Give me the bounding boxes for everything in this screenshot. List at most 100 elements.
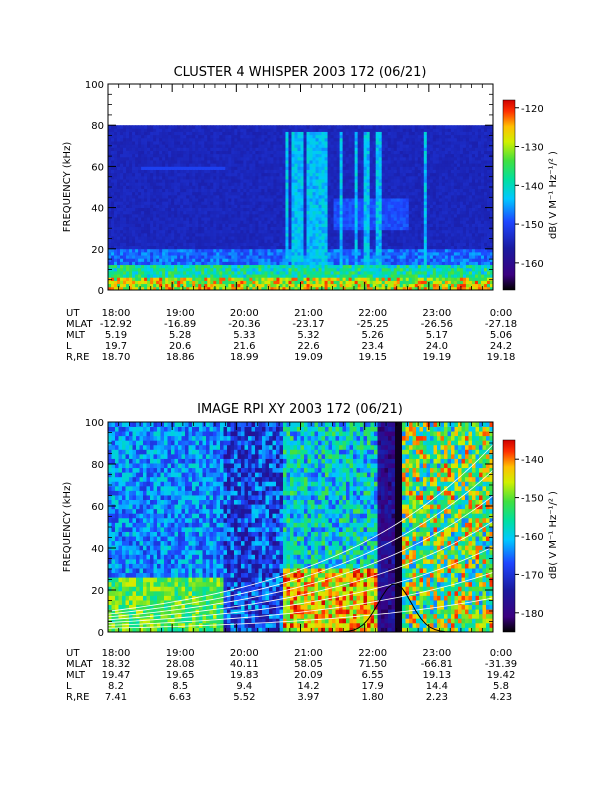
ephemeris-cell: -27.18 [485,319,517,330]
ephemeris-cell: 8.2 [108,681,124,692]
ephemeris-cell: 23:00 [422,308,451,319]
panel-image-rpi: IMAGE RPI XY 2003 172 (06/21) FREQUENCY … [62,402,559,703]
ephemeris-cell: 23.4 [362,341,384,352]
ephemeris-row-label: L [66,681,72,692]
ephemeris-cell: -66.81 [421,659,453,670]
ephemeris-cell: 19.7 [105,341,127,352]
ephemeris-cell: 1.80 [362,692,384,703]
panel-cluster: CLUSTER 4 WHISPER 2003 172 (06/21) FREQU… [62,65,559,363]
spectrogram [108,422,493,632]
ephemeris-cell: 19.13 [423,670,452,681]
colorbar-label: dB( V M⁻¹ Hz⁻¹/² ) [548,491,559,579]
ephemeris-cell: 3.97 [297,692,319,703]
y-tick-label: 40 [91,204,104,215]
ephemeris-cell: 5.33 [233,330,255,341]
colorbar-ticks: -140 -150 -160 -170 -180 [515,455,544,620]
ephemeris-cell: 19.15 [358,352,387,363]
ephemeris-cell: 0:00 [490,648,512,659]
axes: 0 20 40 60 80 100 [85,418,494,639]
ephemeris-row-label: UT [66,308,80,319]
colorbar-tick-label: -140 [521,181,544,192]
chart-title: IMAGE RPI XY 2003 172 (06/21) [197,402,403,417]
y-tick-label: 20 [91,245,104,256]
ephemeris-row-label: L [66,341,72,352]
chart-title: CLUSTER 4 WHISPER 2003 172 (06/21) [174,65,427,80]
colorbar-tick-label: -150 [521,494,544,505]
colorbar-tick-label: -130 [521,143,544,154]
ephemeris-cell: 22:00 [358,648,387,659]
ephemeris-row-label: R,RE [66,692,89,703]
ephemeris-cell: 5.17 [426,330,448,341]
ephemeris-cell: 58.05 [294,659,323,670]
ephemeris-cell: -23.17 [292,319,324,330]
ephemeris-cell: 5.8 [493,681,509,692]
colorbar-label: dB( V M⁻¹ Hz⁻¹/² ) [548,151,559,239]
ephemeris-cell: 22:00 [358,308,387,319]
colorbar-tick-label: -160 [521,532,544,543]
ephemeris-cell: 4.23 [490,692,512,703]
ephemeris-cell: 28.08 [166,659,195,670]
ephemeris-cell: 71.50 [358,659,387,670]
ephemeris-table: UT 18:00 19:00 20:00 21:00 22:00 23:00 0:00 MLAT… [66,308,517,363]
axes: 0 20 40 60 80 100 [85,80,494,297]
ephemeris-cell: 5.19 [105,330,127,341]
ephemeris-cell: 18.86 [166,352,195,363]
ephemeris-cell: 9.4 [236,681,252,692]
ephemeris-cell: -20.36 [228,319,260,330]
ephemeris-cell: 24.2 [490,341,512,352]
ephemeris-cell: 21:00 [294,648,323,659]
ephemeris-cell: 22.6 [297,341,319,352]
ephemeris-cell: 19.18 [487,352,516,363]
y-tick-label: 0 [98,286,104,297]
ephemeris-row-label: MLT [66,330,86,341]
ephemeris-row-label: MLAT [66,659,93,670]
ephemeris-cell: 2.23 [426,692,448,703]
ephemeris-cell: -25.25 [357,319,389,330]
ephemeris-cell: 14.4 [426,681,448,692]
ephemeris-cell: 21.6 [233,341,255,352]
ephemeris-cell: 40.11 [230,659,259,670]
y-tick-label: 40 [91,544,104,555]
ephemeris-row-label: UT [66,648,80,659]
y-axis-label: FREQUENCY (kHz) [62,482,73,573]
ephemeris-cell: -16.89 [164,319,196,330]
ephemeris-cell: 19.47 [102,670,131,681]
ephemeris-cell: 19.19 [423,352,452,363]
ephemeris-cell: 6.63 [169,692,191,703]
ephemeris-cell: 18:00 [102,308,131,319]
y-tick-label: 100 [85,80,104,91]
ephemeris-cell: 20.09 [294,670,323,681]
colorbar-ticks: -120 -130 -140 -150 -160 [515,104,544,270]
y-tick-label: 60 [91,162,104,173]
ephemeris-cell: 14.2 [297,681,319,692]
ephemeris-cell: 18:00 [102,648,131,659]
y-tick-label: 80 [91,460,104,471]
y-tick-label: 60 [91,502,104,513]
ephemeris-cell: 20:00 [230,308,259,319]
ephemeris-cell: 7.41 [105,692,127,703]
ephemeris-row-label: MLAT [66,319,93,330]
ephemeris-cell: 19.83 [230,670,259,681]
ephemeris-cell: 0:00 [490,308,512,319]
ephemeris-cell: 18.70 [102,352,131,363]
ephemeris-table: UT 18:00 19:00 20:00 21:00 22:00 23:00 0:00 MLAT… [66,648,517,703]
ephemeris-cell: -26.56 [421,319,453,330]
ephemeris-row-label: MLT [66,670,86,681]
ephemeris-cell: -12.92 [100,319,132,330]
ephemeris-row-label: R,RE [66,352,89,363]
ephemeris-cell: 5.28 [169,330,191,341]
ephemeris-cell: 24.0 [426,341,448,352]
colorbar-tick-label: -170 [521,570,544,581]
ephemeris-cell: 5.32 [297,330,319,341]
y-tick-label: 80 [91,121,104,132]
ephemeris-cell: 5.06 [490,330,512,341]
ephemeris-cell: 20.6 [169,341,191,352]
ephemeris-cell: 8.5 [172,681,188,692]
y-tick-label: 20 [91,586,104,597]
y-tick-label: 100 [85,418,104,429]
ephemeris-cell: 18.99 [230,352,259,363]
colorbar-tick-label: -150 [521,220,544,231]
ephemeris-cell: 19.42 [487,670,516,681]
ephemeris-cell: 19.65 [166,670,195,681]
